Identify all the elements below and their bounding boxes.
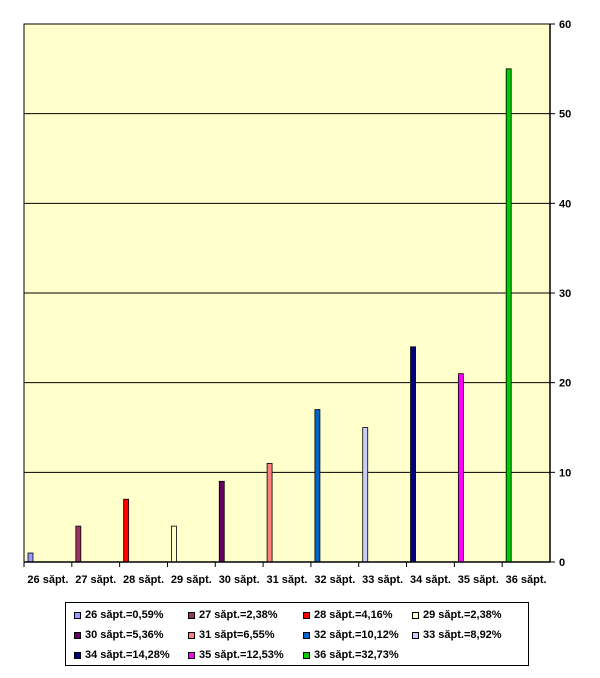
bar-7 [362,427,369,563]
legend-swatch [412,611,419,619]
bars [27,68,512,563]
legend-item: 28 săpt.=4,16% [303,607,393,623]
legend-swatch [303,631,310,639]
bar-10 [505,68,512,563]
y-tick-label: 20 [559,378,571,390]
y-tick-label: 30 [559,288,571,300]
y-tick-labels: 0 10 20 30 40 50 60 [550,19,571,569]
bar-chart: 0 10 20 30 40 50 60 26 săpt. 27 săpt. 28 săpt. 29… [23,19,571,586]
legend-label: 35 săpt.=12,53% [199,649,284,661]
legend-item: 33 săpt.=8,92% [412,627,502,643]
x-tick-label: 33 săpt. [362,574,403,586]
legend-label: 33 săpt.=8,92% [423,629,502,641]
legend-swatch [74,651,81,659]
legend: 26 săpt.=0,59% 27 săpt.=2,38% 28 săpt.=4,1… [65,602,529,666]
legend-item: 32 săpt.=10,12% [303,627,399,643]
legend-swatch [74,611,81,619]
legend-label: 31 săpt=6,55% [199,629,275,641]
legend-swatch [188,651,195,659]
legend-swatch [303,611,310,619]
legend-label: 32 săpt.=10,12% [314,629,399,641]
y-tick-label: 0 [559,557,565,569]
legend-item: 31 săpt=6,55% [188,627,275,643]
x-tick-label: 35 săpt. [458,574,499,586]
x-tick-label: 30 săpt. [219,574,260,586]
x-tick-label: 29 săpt. [171,574,212,586]
y-tick-label: 40 [559,198,571,210]
legend-label: 29 săpt.=2,38% [423,609,502,621]
legend-item: 29 săpt.=2,38% [412,607,502,623]
bar-4 [218,480,225,563]
legend-label: 36 săpt.=32,73% [314,649,399,661]
legend-label: 30 săpt.=5,36% [85,629,164,641]
legend-swatch [188,631,195,639]
legend-item: 36 săpt.=32,73% [303,647,399,663]
x-tick-label: 36 săpt. [506,574,547,586]
bar-6 [314,409,321,563]
legend-label: 34 săpt.=14,28% [85,649,170,661]
x-tick-label: 34 săpt. [410,574,451,586]
bar-9 [457,373,464,563]
legend-label: 27 săpt.=2,38% [199,609,278,621]
legend-swatch [303,651,310,659]
y-tick-label: 50 [559,109,571,121]
x-tick-label: 32 săpt. [314,574,355,586]
bar-0 [27,552,34,563]
x-tick-label: 26 săpt. [27,574,68,586]
legend-swatch [412,631,419,639]
bar-8 [410,346,416,563]
bar-1 [75,525,82,563]
legend-swatch [74,631,81,639]
legend-item: 30 săpt.=5,36% [74,627,164,643]
legend-item: 27 săpt.=2,38% [188,607,278,623]
bar-2 [123,498,130,563]
x-tick-label: 28 săpt. [123,574,164,586]
legend-label: 26 săpt.=0,59% [85,609,164,621]
legend-item: 34 săpt.=14,28% [74,647,170,663]
y-tick-label: 10 [559,467,571,479]
x-tick-label: 31 săpt. [267,574,308,586]
bar-3 [171,525,177,563]
x-tick-labels: 26 săpt. 27 săpt. 28 săpt. 29 săpt. 30 săpt.… [23,562,547,586]
x-tick-label: 27 săpt. [75,574,116,586]
legend-item: 26 săpt.=0,59% [74,607,164,623]
legend-swatch [188,611,195,619]
bar-5 [266,462,273,563]
legend-label: 28 săpt.=4,16% [314,609,393,621]
legend-item: 35 săpt.=12,53% [188,647,284,663]
y-tick-label: 60 [559,19,571,31]
